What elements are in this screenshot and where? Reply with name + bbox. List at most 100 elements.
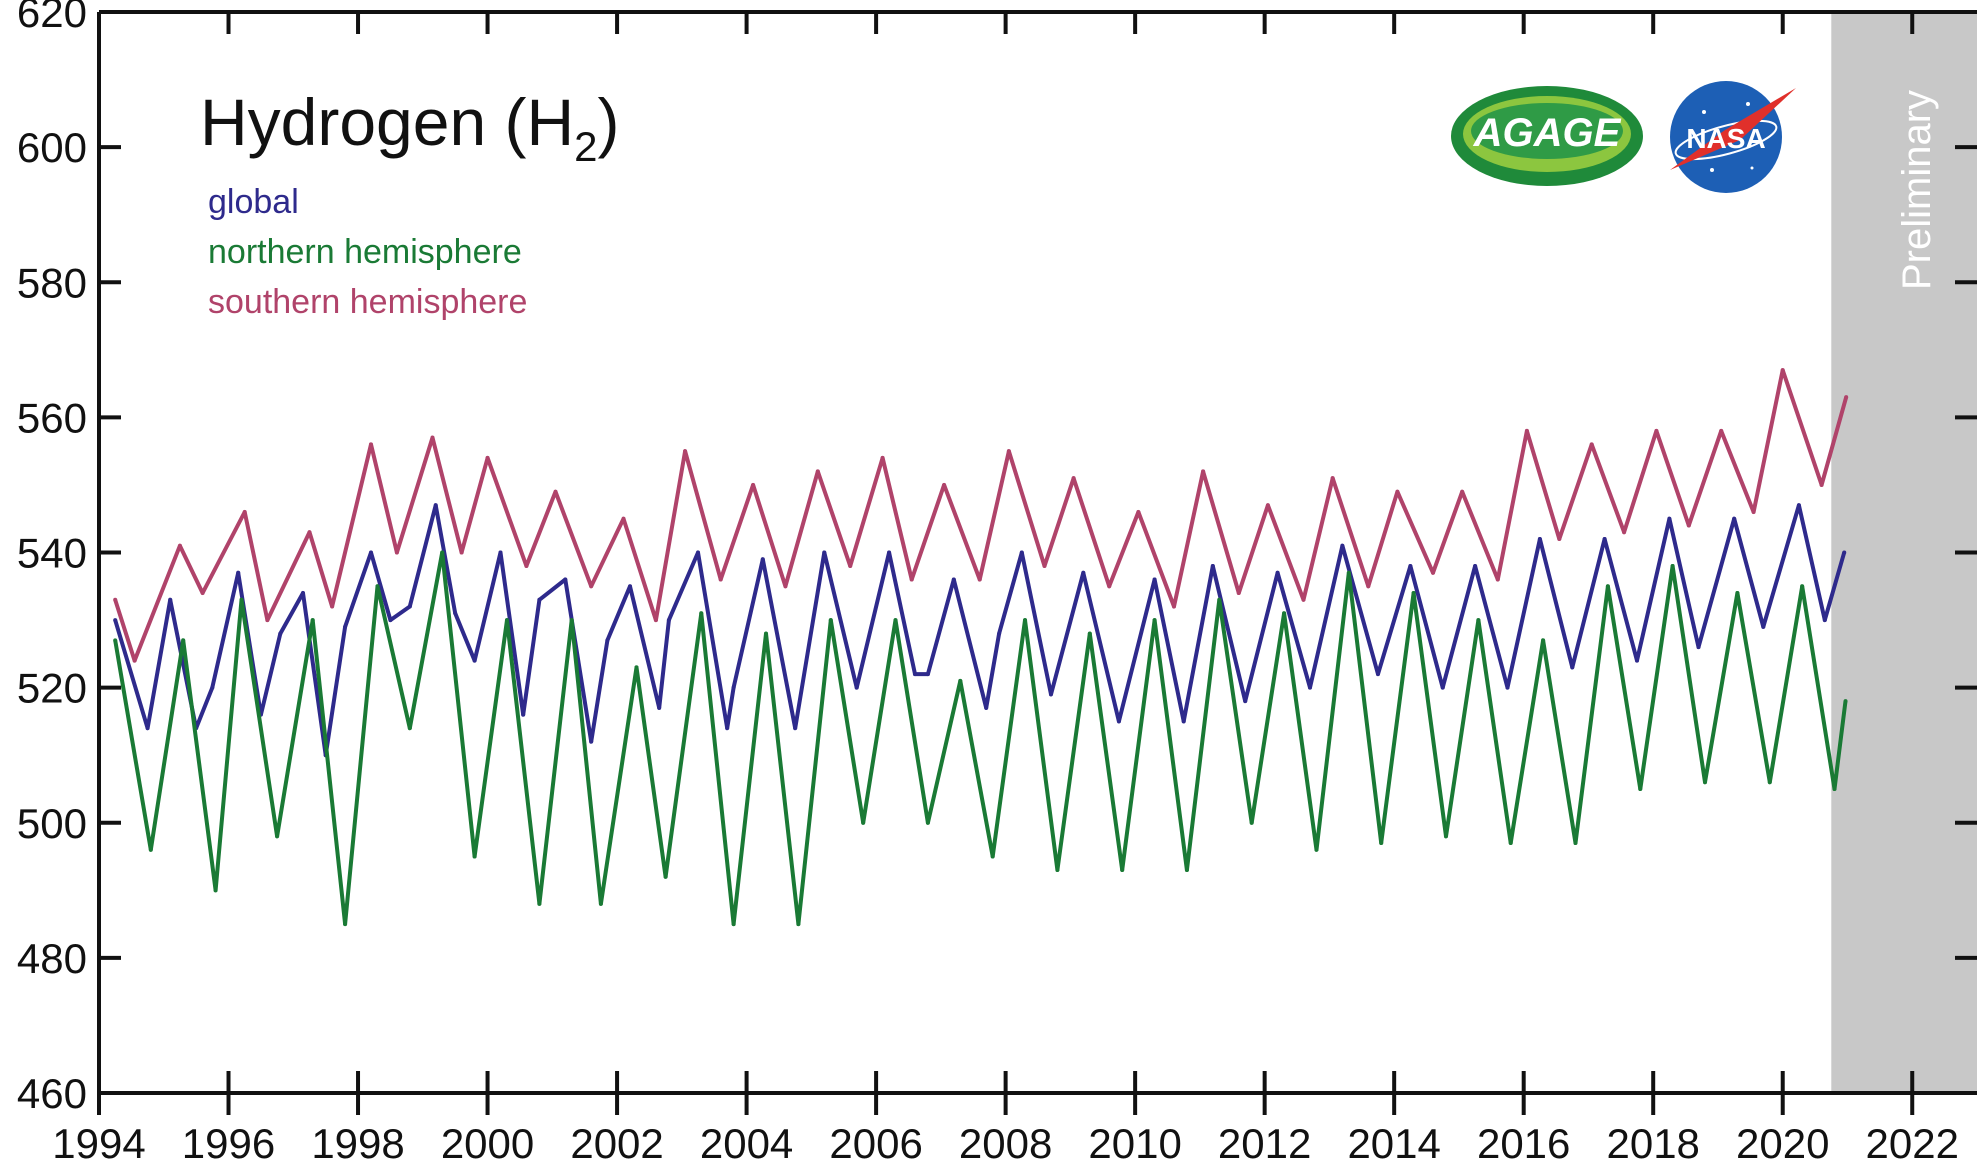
data-point <box>1667 516 1672 521</box>
data-point <box>663 874 668 879</box>
data-point <box>951 577 956 582</box>
agage-logo: AGAGE <box>1451 86 1643 186</box>
data-point <box>113 618 118 623</box>
data-point <box>407 604 412 609</box>
data-point <box>589 739 594 744</box>
data-point <box>1735 591 1740 596</box>
data-point <box>1210 564 1215 569</box>
data-point <box>605 638 610 643</box>
data-point <box>783 584 788 589</box>
data-point <box>1431 570 1436 575</box>
data-point <box>925 672 930 677</box>
data-point <box>1541 638 1546 643</box>
data-point <box>440 550 445 555</box>
data-point <box>1107 584 1112 589</box>
data-point <box>1411 591 1416 596</box>
data-point <box>1006 449 1011 454</box>
data-point <box>1301 597 1306 602</box>
data-point <box>848 564 853 569</box>
data-point <box>1081 570 1086 575</box>
data-point <box>1275 570 1280 575</box>
legend-item-northern: northern hemisphere <box>208 233 522 271</box>
data-point <box>1087 631 1092 636</box>
data-point <box>113 597 118 602</box>
data-point <box>388 618 393 623</box>
y-tick-label: 480 <box>17 935 87 982</box>
data-point <box>1375 672 1380 677</box>
data-point <box>731 922 736 927</box>
data-point <box>1570 665 1575 670</box>
data-point <box>433 503 438 508</box>
data-point <box>1249 820 1254 825</box>
data-point <box>300 591 305 596</box>
data-point <box>278 631 283 636</box>
legend: global northern hemisphere southern hemi… <box>208 183 527 321</box>
chart-title: Hydrogen (H2) <box>200 85 620 170</box>
data-point <box>1537 536 1542 541</box>
data-point <box>498 550 503 555</box>
data-point <box>1282 611 1287 616</box>
data-point <box>828 618 833 623</box>
data-point <box>1473 564 1478 569</box>
x-tick-label: 2014 <box>1347 1120 1440 1167</box>
data-point <box>236 570 241 575</box>
y-tick-label: 460 <box>17 1070 87 1117</box>
data-point <box>1505 685 1510 690</box>
data-point <box>168 597 173 602</box>
data-point <box>368 442 373 447</box>
x-tick-label: 2006 <box>829 1120 922 1167</box>
data-point <box>1181 719 1186 724</box>
data-point <box>1638 786 1643 791</box>
data-point <box>343 922 348 927</box>
x-tick-label: 2018 <box>1606 1120 1699 1167</box>
x-tick-label: 2008 <box>959 1120 1052 1167</box>
data-point <box>718 577 723 582</box>
data-point <box>1048 692 1053 697</box>
data-point <box>822 550 827 555</box>
data-point <box>1019 550 1024 555</box>
data-point <box>430 435 435 440</box>
data-point <box>1780 368 1785 373</box>
x-tick-label: 2012 <box>1218 1120 1311 1167</box>
data-point <box>760 557 765 562</box>
data-point <box>815 469 820 474</box>
data-point <box>1589 442 1594 447</box>
data-point <box>1408 564 1413 569</box>
data-point <box>177 543 182 548</box>
data-point <box>1495 577 1500 582</box>
data-point <box>375 584 380 589</box>
data-point <box>854 685 859 690</box>
data-point <box>1719 428 1724 433</box>
data-point <box>699 611 704 616</box>
data-point <box>1116 719 1121 724</box>
data-point <box>242 509 247 514</box>
data-point <box>1843 699 1848 704</box>
data-point <box>696 550 701 555</box>
y-tick-label: 560 <box>17 394 87 441</box>
data-point <box>1800 584 1805 589</box>
data-point <box>1761 624 1766 629</box>
data-point <box>1460 489 1465 494</box>
x-tick-label: 2022 <box>1866 1120 1959 1167</box>
chart-title-main: Hydrogen (H <box>200 85 574 159</box>
data-point <box>1686 523 1691 528</box>
data-point <box>1152 618 1157 623</box>
data-point <box>1573 841 1578 846</box>
x-tick-label: 2010 <box>1088 1120 1181 1167</box>
data-point <box>200 591 205 596</box>
data-point <box>1217 597 1222 602</box>
data-point <box>407 726 412 731</box>
y-tick-label: 600 <box>17 124 87 171</box>
data-point <box>977 577 982 582</box>
data-point <box>751 482 756 487</box>
data-point <box>1443 834 1448 839</box>
data-point <box>563 577 568 582</box>
data-point <box>1654 428 1659 433</box>
chart-title-close: ) <box>598 85 620 159</box>
data-point <box>1307 685 1312 690</box>
data-point <box>793 726 798 731</box>
y-tick-label: 500 <box>17 800 87 847</box>
data-point <box>1201 469 1206 474</box>
data-point <box>113 638 118 643</box>
data-point <box>990 854 995 859</box>
